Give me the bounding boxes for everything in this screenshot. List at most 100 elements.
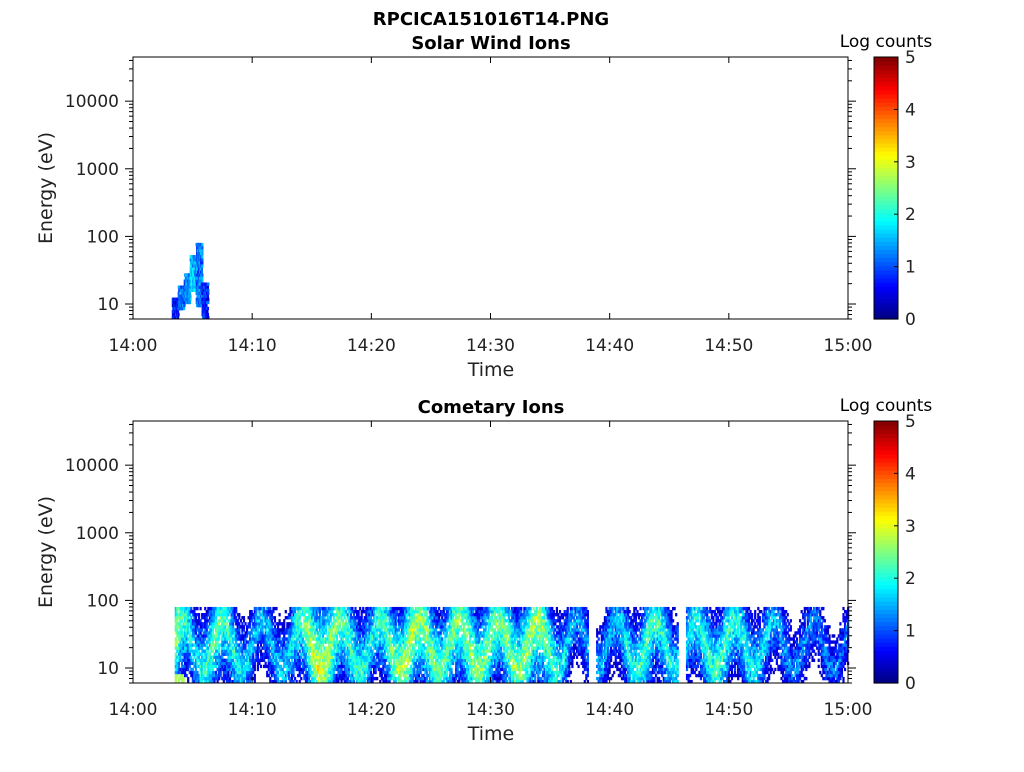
heatmap-cell bbox=[224, 619, 226, 622]
heatmap-cell bbox=[319, 634, 321, 637]
heatmap-cell bbox=[212, 659, 214, 662]
heatmap-cell bbox=[207, 307, 209, 310]
colorbar-segment bbox=[874, 241, 898, 246]
heatmap-cell bbox=[426, 610, 428, 613]
heatmap-cell bbox=[206, 310, 208, 313]
heatmap-cell bbox=[196, 607, 198, 610]
heatmap-cell bbox=[207, 625, 209, 628]
heatmap-cell bbox=[201, 273, 203, 276]
heatmap-cell bbox=[279, 613, 281, 616]
x-axis-label: Time bbox=[467, 359, 515, 381]
heatmap-cell bbox=[238, 616, 240, 619]
heatmap-cell bbox=[379, 607, 381, 610]
heatmap-cell bbox=[243, 662, 245, 665]
colorbar-segment bbox=[874, 245, 898, 250]
colorbar-segment bbox=[874, 82, 898, 87]
heatmap-cell bbox=[331, 631, 333, 634]
heatmap-cell bbox=[322, 643, 324, 646]
heatmap-cell bbox=[471, 668, 473, 671]
heatmap-cell bbox=[204, 637, 206, 640]
heatmap-cell bbox=[218, 677, 220, 680]
heatmap-cell bbox=[178, 662, 180, 665]
heatmap-cell bbox=[388, 631, 390, 634]
heatmap-cell bbox=[385, 607, 387, 610]
heatmap-cell bbox=[291, 659, 293, 662]
heatmap-cell bbox=[314, 662, 316, 665]
heatmap-cell bbox=[347, 677, 349, 680]
heatmap-cell bbox=[365, 622, 367, 625]
heatmap-cell bbox=[441, 665, 443, 668]
heatmap-cell bbox=[390, 662, 392, 665]
heatmap-cell bbox=[195, 631, 197, 634]
heatmap-cell bbox=[385, 619, 387, 622]
heatmap-cell bbox=[187, 668, 189, 671]
colorbar-segment bbox=[874, 168, 898, 173]
heatmap-cell bbox=[189, 301, 191, 304]
heatmap-cell bbox=[235, 616, 237, 619]
heatmap-cell bbox=[255, 613, 257, 616]
heatmap-cell bbox=[440, 631, 442, 634]
heatmap-cell bbox=[184, 671, 186, 674]
heatmap-cell bbox=[292, 674, 294, 677]
colorbar-segment bbox=[874, 307, 898, 312]
heatmap-cell bbox=[446, 631, 448, 634]
heatmap-cell bbox=[358, 610, 360, 613]
heatmap-cell bbox=[430, 643, 432, 646]
heatmap-cell bbox=[177, 313, 179, 316]
heatmap-cell bbox=[413, 668, 415, 671]
heatmap-cell bbox=[457, 631, 459, 634]
heatmap-cell bbox=[376, 631, 378, 634]
heatmap-cell bbox=[395, 625, 397, 628]
heatmap-cell bbox=[201, 261, 203, 264]
heatmap-cell bbox=[328, 622, 330, 625]
heatmap-cell bbox=[305, 653, 307, 656]
heatmap-cell bbox=[376, 677, 378, 680]
heatmap-cell bbox=[201, 653, 203, 656]
heatmap-cell bbox=[206, 622, 208, 625]
heatmap-cell bbox=[215, 619, 217, 622]
heatmap-cell bbox=[179, 292, 181, 295]
heatmap-cell bbox=[283, 634, 285, 637]
colorbar-segment bbox=[874, 237, 898, 242]
heatmap-cell bbox=[354, 619, 356, 622]
heatmap-cell bbox=[322, 634, 324, 637]
heatmap-cell bbox=[432, 625, 434, 628]
heatmap-cell bbox=[190, 656, 192, 659]
heatmap-cell bbox=[331, 610, 333, 613]
heatmap-cell bbox=[340, 653, 342, 656]
colorbar-segment bbox=[874, 77, 898, 82]
heatmap-cell bbox=[243, 625, 245, 628]
heatmap-cell bbox=[407, 662, 409, 665]
heatmap-cell bbox=[258, 662, 260, 665]
heatmap-cell bbox=[175, 659, 177, 662]
heatmap-cell bbox=[218, 622, 220, 625]
heatmap-cell bbox=[227, 613, 229, 616]
heatmap-cell bbox=[347, 637, 349, 640]
heatmap-cell bbox=[450, 640, 452, 643]
heatmap-cell bbox=[440, 677, 442, 680]
heatmap-cell bbox=[350, 640, 352, 643]
heatmap-cell bbox=[469, 640, 471, 643]
heatmap-cell bbox=[218, 646, 220, 649]
heatmap-cell bbox=[277, 625, 279, 628]
heatmap-cell bbox=[452, 653, 454, 656]
heatmap-cell bbox=[279, 619, 281, 622]
heatmap-cell bbox=[280, 665, 282, 668]
heatmap-cell bbox=[361, 616, 363, 619]
heatmap-cell bbox=[345, 610, 347, 613]
heatmap-cell bbox=[406, 665, 408, 668]
colorbar-tick-label: 0 bbox=[905, 310, 916, 330]
heatmap-cell bbox=[252, 643, 254, 646]
heatmap-cell bbox=[296, 650, 298, 653]
heatmap-cell bbox=[327, 613, 329, 616]
heatmap-cell bbox=[246, 628, 248, 631]
heatmap-cell bbox=[441, 637, 443, 640]
heatmap-cell bbox=[292, 637, 294, 640]
heatmap-cell bbox=[423, 650, 425, 653]
heatmap-cell bbox=[469, 646, 471, 649]
heatmap-cell bbox=[463, 665, 465, 668]
heatmap-cell bbox=[344, 616, 346, 619]
colorbar-segment bbox=[874, 110, 898, 115]
colorbar-segment bbox=[874, 225, 898, 230]
colorbar-segment bbox=[874, 151, 898, 156]
